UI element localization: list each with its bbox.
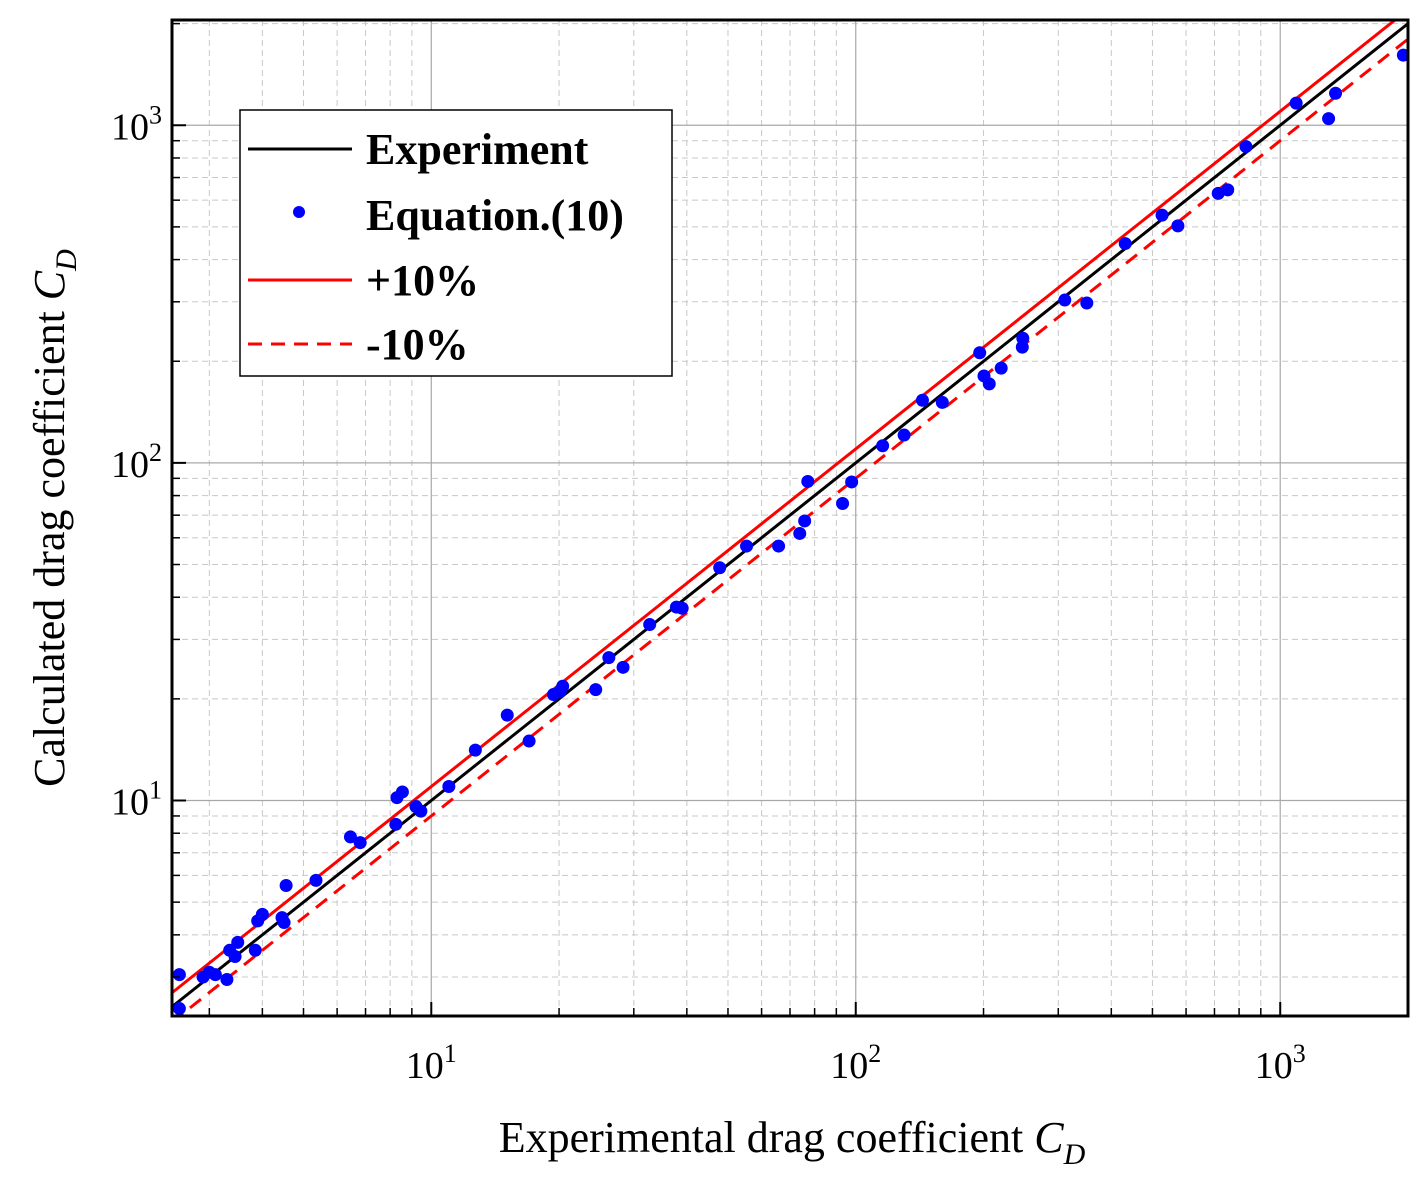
data-point	[801, 475, 814, 488]
data-point	[936, 396, 949, 409]
data-point	[220, 973, 233, 986]
data-point	[1239, 140, 1252, 153]
data-point	[173, 968, 186, 981]
data-point	[836, 497, 849, 510]
data-point	[916, 394, 929, 407]
data-point	[414, 805, 427, 818]
data-point	[740, 540, 753, 553]
x-axis-title-text: Experimental drag coefficient	[499, 1113, 1035, 1162]
data-point	[898, 429, 911, 442]
legend-minus10-label: -10%	[366, 320, 469, 369]
data-point	[523, 735, 536, 748]
data-point	[280, 879, 293, 892]
data-point	[309, 874, 322, 887]
data-point	[772, 540, 785, 553]
legend-experiment-label: Experiment	[366, 125, 589, 174]
data-point	[231, 936, 244, 949]
data-point	[1058, 294, 1071, 307]
data-point	[1016, 332, 1029, 345]
data-point	[556, 680, 569, 693]
data-point	[229, 950, 242, 963]
data-point	[173, 1002, 186, 1015]
y-axis-title-subscript: D	[50, 249, 83, 272]
data-point	[643, 618, 656, 631]
y-axis-title-symbol: C	[25, 270, 74, 300]
data-point	[995, 362, 1008, 375]
data-point	[589, 683, 602, 696]
data-point	[396, 785, 409, 798]
data-point	[278, 916, 291, 929]
data-point	[1290, 97, 1303, 110]
legend-equation-swatch	[293, 206, 305, 218]
data-point	[876, 439, 889, 452]
data-point	[973, 346, 986, 359]
x-axis-title-subscript: D	[1063, 1138, 1086, 1171]
data-point	[442, 780, 455, 793]
data-point	[793, 527, 806, 540]
data-point	[1119, 237, 1132, 250]
data-point	[1329, 87, 1342, 100]
data-point	[845, 475, 858, 488]
data-point	[209, 968, 222, 981]
data-point	[501, 709, 514, 722]
y-axis-title-text: Calculated drag coefficient	[25, 300, 74, 787]
data-point	[354, 836, 367, 849]
legend-equation-label: Equation.(10)	[366, 191, 624, 240]
data-point	[256, 908, 269, 921]
data-point	[983, 377, 996, 390]
data-point	[249, 944, 262, 957]
data-point	[389, 818, 402, 831]
data-point	[713, 561, 726, 574]
data-point	[1156, 209, 1169, 222]
data-point	[798, 514, 811, 527]
data-point	[617, 661, 630, 674]
data-point	[602, 651, 615, 664]
chart: 101 102 103101102103 Experimental drag coe…	[0, 0, 1428, 1185]
data-point	[1221, 183, 1234, 196]
data-point	[1171, 219, 1184, 232]
data-point	[469, 744, 482, 757]
data-point	[676, 602, 689, 615]
legend-plus10-label: +10%	[366, 256, 479, 305]
data-point	[1322, 112, 1335, 125]
data-point	[1080, 296, 1093, 309]
legend: Experiment Equation.(10) +10% -10%	[240, 110, 672, 376]
x-axis-title-symbol: C	[1034, 1113, 1064, 1162]
